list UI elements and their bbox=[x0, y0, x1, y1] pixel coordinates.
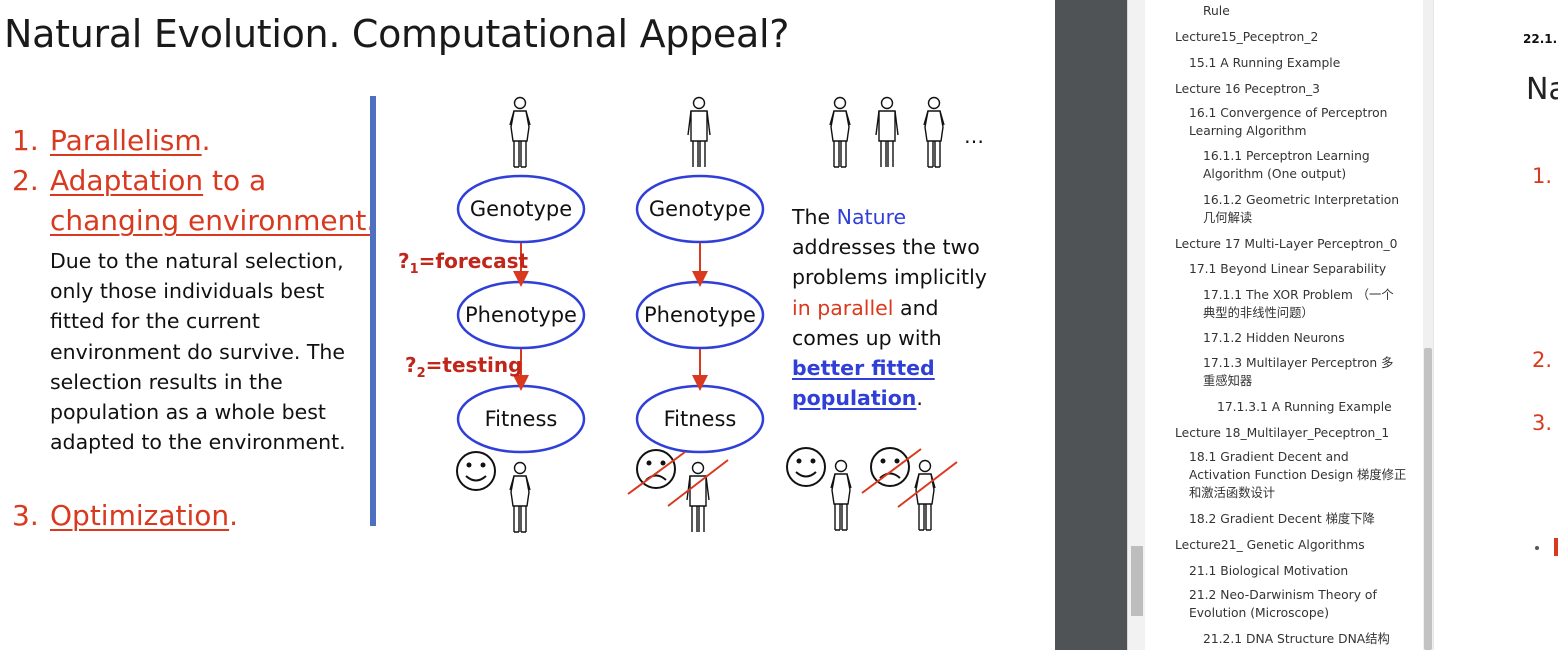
preview-list-number: 2. bbox=[1532, 348, 1553, 372]
natural-selection-explanation: Due to the natural selection, only those… bbox=[50, 249, 346, 455]
preview-bullet bbox=[1535, 546, 1539, 550]
point-optimization: 3. Optimization. bbox=[12, 499, 239, 532]
toc-item[interactable]: Lecture 17 Multi-Layer Perceptron_0 bbox=[1175, 237, 1398, 251]
slide-scrollbar[interactable] bbox=[1127, 0, 1145, 650]
happy-face-icon bbox=[456, 451, 496, 491]
slide-title: Natural Evolution. Computational Appeal? bbox=[4, 12, 790, 56]
happy-face-icon bbox=[786, 447, 826, 487]
toc-item[interactable]: Lecture15_Peceptron_2 bbox=[1175, 30, 1319, 44]
phenotype-label: Phenotype bbox=[465, 303, 577, 327]
genotype-node bbox=[635, 174, 765, 244]
preview-list-number: 1. bbox=[1532, 164, 1553, 188]
preview-list-number: 3. bbox=[1532, 411, 1553, 435]
slide-scrollbar-thumb[interactable] bbox=[1131, 546, 1143, 616]
fitness-label: Fitness bbox=[485, 407, 558, 431]
toc-item[interactable]: 17.1.1 The XOR Problem （一个典型的非线性问题） bbox=[1203, 288, 1394, 320]
toc-item[interactable]: 16.1.1 Perceptron Learning Algorithm (On… bbox=[1203, 149, 1370, 181]
page-preview: 22.1. Na 1. 2. 3. bbox=[1433, 0, 1558, 650]
individual-icon bbox=[830, 459, 852, 531]
genotype-label: Genotype bbox=[470, 197, 572, 221]
toc-item[interactable]: 17.1.3.1 A Running Example bbox=[1217, 400, 1392, 414]
preview-title: Na bbox=[1526, 72, 1558, 107]
individual-icon bbox=[686, 461, 710, 533]
individual-icon bbox=[875, 96, 899, 168]
table-of-contents: Rule Lecture15_Peceptron_2 15.1 A Running … bbox=[1145, 0, 1433, 650]
slide-canvas: Natural Evolution. Computational Appeal?… bbox=[4, 12, 987, 533]
nature-explanation: The Nature addresses the two problems im… bbox=[792, 205, 987, 411]
window-gutter bbox=[1055, 0, 1127, 650]
toc-item[interactable]: Lecture 18_Multilayer_Peceptron_1 bbox=[1175, 426, 1390, 440]
individual-icon bbox=[687, 96, 711, 168]
toc-item[interactable]: Lecture 16 Peceptron_3 bbox=[1175, 82, 1320, 96]
toc-item[interactable]: 17.1.2 Hidden Neurons bbox=[1203, 331, 1345, 345]
vertical-divider bbox=[370, 96, 376, 526]
preview-red-marker bbox=[1554, 538, 1558, 556]
parallelism-link[interactable]: Parallelism bbox=[50, 124, 202, 157]
optimization-link[interactable]: Optimization bbox=[50, 499, 230, 532]
toc-item[interactable]: 21.1 Biological Motivation bbox=[1189, 564, 1349, 578]
ellipsis: … bbox=[964, 124, 984, 148]
toc-item[interactable]: 16.1 Convergence of Perceptron Learning … bbox=[1189, 106, 1388, 138]
point-parallelism: 1. Parallelism. bbox=[12, 124, 211, 157]
individual-icon bbox=[914, 459, 936, 531]
toc-item[interactable]: Lecture21_ Genetic Algorithms bbox=[1175, 538, 1365, 552]
toc-item[interactable]: 17.1 Beyond Linear Separability bbox=[1189, 262, 1387, 276]
genotype-node bbox=[456, 174, 586, 244]
toc-item[interactable]: 15.1 A Running Example bbox=[1189, 56, 1341, 70]
fitness-label: Fitness bbox=[664, 407, 737, 431]
genotype-label: Genotype bbox=[649, 197, 751, 221]
forecast-label: ?1=forecast bbox=[398, 249, 529, 277]
toc-item[interactable]: 18.1 Gradient Decent and Activation Func… bbox=[1189, 450, 1407, 500]
preview-section-number: 22.1. bbox=[1523, 32, 1558, 46]
evolution-diagram: … Genotype Phenotype Fitness Genotype Ph… bbox=[398, 96, 984, 533]
testing-label: ?2=testing bbox=[405, 353, 522, 381]
individual-icon bbox=[509, 96, 531, 168]
toc-item[interactable]: 21.2 Neo-Darwinism Theory of Evolution (… bbox=[1189, 588, 1377, 620]
toc-scrollbar-thumb[interactable] bbox=[1424, 348, 1432, 650]
sad-face-icon bbox=[870, 447, 910, 487]
toc-scrollbar[interactable] bbox=[1423, 0, 1433, 650]
toc-item[interactable]: 16.1.2 Geometric Interpretation 几何解读 bbox=[1203, 193, 1400, 225]
adaptation-link[interactable]: Adaptation bbox=[50, 164, 204, 197]
toc-item[interactable]: Rule bbox=[1203, 4, 1230, 18]
individual-icon bbox=[509, 461, 531, 533]
toc-item[interactable]: 21.2.1 DNA Structure DNA结构 bbox=[1203, 632, 1390, 646]
phenotype-label: Phenotype bbox=[644, 303, 756, 327]
toc-item[interactable]: 17.1.3 Multilayer Perceptron 多重感知器 bbox=[1203, 356, 1394, 388]
toc-item[interactable]: 18.2 Gradient Decent 梯度下降 bbox=[1189, 512, 1375, 526]
point-adaptation-continued: changing environment. bbox=[50, 204, 376, 237]
point-adaptation: 2. Adaptation to a bbox=[12, 164, 267, 197]
individual-icon bbox=[923, 96, 945, 168]
individual-icon bbox=[829, 96, 851, 168]
better-fitted-population-link[interactable]: better fitted population bbox=[792, 356, 935, 411]
